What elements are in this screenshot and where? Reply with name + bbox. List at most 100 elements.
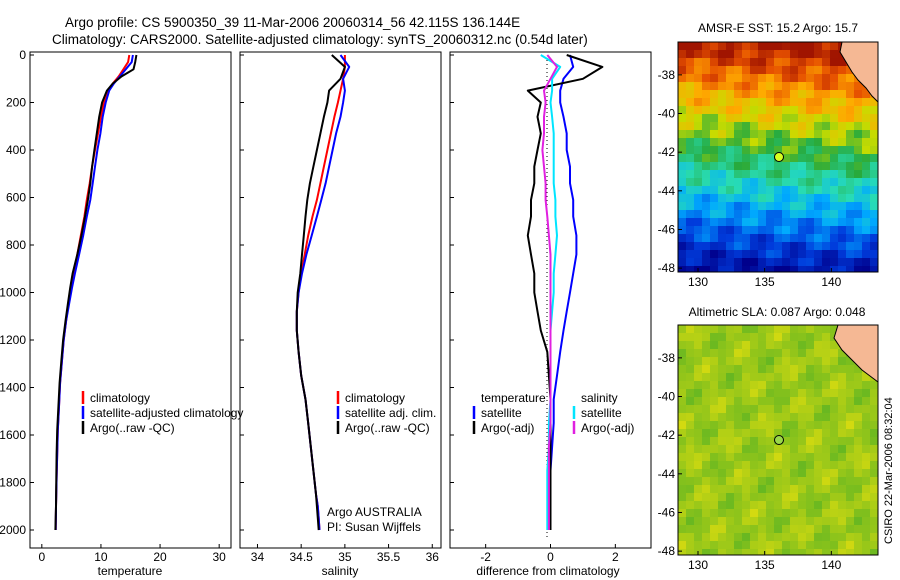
sla-cell (774, 413, 783, 422)
sla-cell (750, 477, 759, 486)
sla-cell (862, 549, 871, 555)
sla-cell (854, 445, 863, 454)
sst-cell (822, 82, 831, 91)
sst-cell (798, 250, 807, 259)
sla-cell (710, 437, 719, 446)
sst-cell (774, 74, 783, 83)
sst-cell (854, 242, 863, 251)
sla-cell (710, 525, 719, 534)
sla-cell (726, 429, 735, 438)
sla-cell (798, 477, 807, 486)
sst-cell (870, 130, 878, 139)
sla-cell (838, 357, 847, 366)
sst-cell (678, 234, 687, 243)
sst-cell (830, 210, 839, 219)
sst-cell (758, 82, 767, 91)
sst-cell (846, 98, 855, 107)
sst-cell (846, 90, 855, 99)
sst-cell (790, 186, 799, 195)
sst-cell (702, 138, 711, 147)
sst-cell (822, 66, 831, 75)
sla-cell (718, 357, 727, 366)
sla-cell (854, 517, 863, 526)
sst-cell (798, 162, 807, 171)
sst-cell (750, 146, 759, 155)
sst-cell (790, 58, 799, 67)
sst-cell (790, 266, 799, 272)
sla-cell (686, 373, 695, 382)
sst-cell (686, 98, 695, 107)
sla-cell (678, 453, 687, 462)
sla-cell (734, 389, 743, 398)
sla-cell (790, 493, 799, 502)
sst-cell (814, 242, 823, 251)
sst-cell (814, 234, 823, 243)
salinity-lines (295, 54, 351, 531)
sla-cell (822, 429, 831, 438)
sst-cell (822, 106, 831, 115)
sst-cell (694, 258, 703, 267)
sst-cell (686, 50, 695, 59)
sst-cell (686, 186, 695, 195)
sst-cell (814, 130, 823, 139)
sla-cell (782, 525, 791, 534)
sst-cell (774, 138, 783, 147)
sla-cell (726, 549, 735, 555)
sst-cell (702, 146, 711, 155)
sla-cell (774, 501, 783, 510)
sst-cell (742, 58, 751, 67)
sla-cell (702, 437, 711, 446)
x-tick-label: -2 (480, 550, 491, 564)
sst-cell (686, 90, 695, 99)
sla-cell (814, 429, 823, 438)
sst-cell (862, 146, 871, 155)
sla-cell (854, 541, 863, 550)
sst-cell (742, 218, 751, 227)
legend-label-temp-argo: Argo(-adj) (481, 421, 534, 435)
sst-cell (766, 178, 775, 187)
sla-cell (702, 333, 711, 342)
sla-cell (854, 413, 863, 422)
legend-label-satellite: satellite adj. clim. (345, 406, 436, 420)
sst-cell (814, 58, 823, 67)
sst-cell (678, 42, 687, 51)
sst-cell (758, 170, 767, 179)
sla-cell (686, 341, 695, 350)
sla-cell (774, 429, 783, 438)
sla-cell (798, 413, 807, 422)
sla-cell (758, 493, 767, 502)
sst-cell (726, 242, 735, 251)
sst-cell (718, 218, 727, 227)
sla-cell (718, 325, 727, 334)
sla-cell (758, 373, 767, 382)
sla-cell (838, 533, 847, 542)
sst-cell (758, 50, 767, 59)
sla-cell (798, 397, 807, 406)
sst-cell (846, 154, 855, 163)
sla-cell (814, 509, 823, 518)
sla-cell (686, 381, 695, 390)
sst-cell (830, 250, 839, 259)
sst-cell (862, 218, 871, 227)
sla-cell (758, 429, 767, 438)
y-tick-label: 800 (6, 238, 26, 252)
sst-cell (774, 266, 783, 272)
sla-cell (710, 325, 719, 334)
sla-cell (766, 445, 775, 454)
sla-cell (758, 541, 767, 550)
sst-cell (734, 146, 743, 155)
sst-cell (838, 58, 847, 67)
sst-cell (830, 106, 839, 115)
sla-cell (702, 461, 711, 470)
legend-label-climatology: climatology (90, 391, 150, 405)
sla-cell (678, 493, 687, 502)
sst-cell (750, 154, 759, 163)
sla-cell (846, 477, 855, 486)
sla-cell (734, 365, 743, 374)
sla-cell (686, 509, 695, 518)
sst-cell (838, 106, 847, 115)
sst-cell (798, 234, 807, 243)
sla-cell (862, 517, 871, 526)
sla-cell (750, 429, 759, 438)
sst-cell (702, 114, 711, 123)
